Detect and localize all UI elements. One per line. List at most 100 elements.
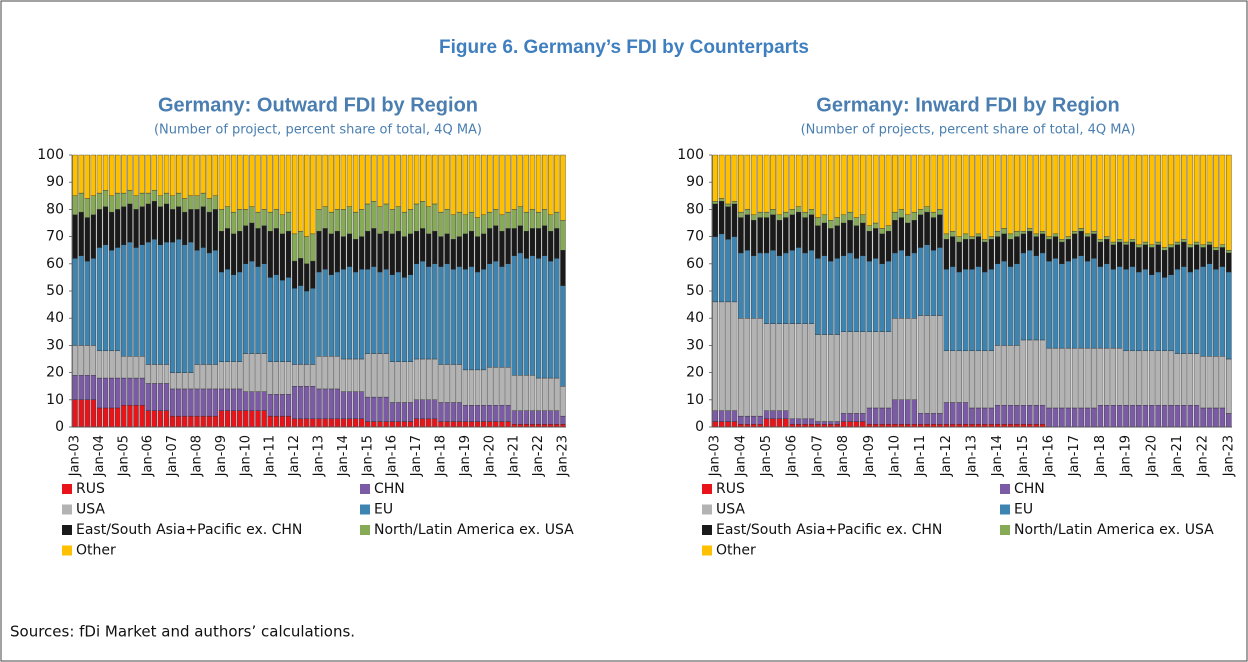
bar-segment <box>885 230 892 262</box>
bar-segment <box>200 415 206 428</box>
bar-segment <box>517 154 523 207</box>
bar-segment <box>1206 407 1213 428</box>
bar-segment <box>432 399 438 420</box>
bar-segment <box>1084 236 1091 262</box>
bar-segment <box>988 236 995 240</box>
bar-segment <box>847 331 853 414</box>
bar-segment <box>718 421 725 428</box>
bar-segment <box>1052 258 1059 349</box>
bar-segment <box>776 214 783 221</box>
bar-segment <box>176 239 182 373</box>
bar-segment <box>78 154 84 194</box>
bar-segment <box>377 421 383 428</box>
bar-segment <box>194 250 200 365</box>
y-tick-label: 60 <box>686 256 704 272</box>
x-tick-label: Jan-06 <box>141 435 156 477</box>
bar-segment <box>1136 244 1142 248</box>
legend-label: Other <box>716 543 756 559</box>
bar-segment <box>1046 154 1052 237</box>
bar-segment <box>224 269 231 362</box>
bar-segment <box>493 405 499 422</box>
bar-segment <box>1110 269 1117 349</box>
legend-label: Other <box>76 543 116 559</box>
bar-segment <box>523 154 530 213</box>
bar-segment <box>949 350 956 403</box>
bar-segment <box>725 203 731 207</box>
bar-segment <box>879 263 885 332</box>
bar-segment <box>322 388 328 420</box>
bar-segment <box>401 402 408 422</box>
bar-segment <box>176 415 182 428</box>
bar-segment <box>121 244 127 357</box>
bar-segment <box>789 323 796 420</box>
bar-segment <box>493 209 499 226</box>
bar-segment <box>827 228 834 262</box>
bar-segment <box>962 402 969 425</box>
bar-segment <box>102 350 109 379</box>
bar-segment <box>450 402 456 422</box>
bar-segment <box>285 230 292 278</box>
bar-segment <box>994 405 1001 425</box>
bar-segment <box>529 154 536 210</box>
bar-segment <box>139 244 145 357</box>
bar-segment <box>90 345 97 376</box>
bar-segment <box>279 233 286 281</box>
legend-swatch <box>360 504 370 515</box>
bar-segment <box>738 217 744 254</box>
x-tick-label: Jan-10 <box>238 435 253 477</box>
bar-segment <box>1097 239 1104 243</box>
bar-segment <box>157 195 164 207</box>
x-tick-label: Jan-13 <box>965 435 980 477</box>
bar-segment <box>298 285 304 365</box>
bar-segment <box>359 391 365 420</box>
bar-segment <box>1104 405 1110 428</box>
bar-segment <box>127 203 133 243</box>
legend-label: East/South Asia+Pacific ex. CHN <box>76 522 302 538</box>
bar-segment <box>802 323 808 420</box>
x-tick-label: Jan-14 <box>990 435 1005 477</box>
bar-segment <box>224 361 231 390</box>
bar-segment <box>712 301 719 411</box>
bar-segment <box>975 350 982 409</box>
x-tick-label: Jan-15 <box>360 435 375 477</box>
bar-segment <box>815 258 821 335</box>
bar-segment <box>352 154 359 213</box>
bar-segment <box>505 154 511 213</box>
bar-segment <box>487 405 493 422</box>
bar-segment <box>230 154 237 213</box>
bar-segment <box>898 217 905 251</box>
bar-segment <box>1033 236 1040 256</box>
bar-segment <box>200 247 206 365</box>
bar-segment <box>115 154 121 194</box>
bar-segment <box>962 269 969 352</box>
bar-segment <box>127 241 133 357</box>
bar-segment <box>783 418 789 428</box>
bar-segment <box>1078 230 1084 256</box>
bar-segment <box>480 405 487 422</box>
bar-segment <box>1097 266 1104 349</box>
bar-segment <box>827 220 834 229</box>
bar-segment <box>517 410 523 425</box>
bar-segment <box>802 217 808 254</box>
bar-segment <box>316 418 322 428</box>
bar-segment <box>725 154 731 205</box>
bar-segment <box>853 421 860 428</box>
bar-segment <box>432 263 438 360</box>
bar-segment <box>261 410 267 428</box>
bar-segment <box>1129 154 1136 240</box>
bar-segment <box>795 247 802 324</box>
bar-segment <box>298 154 304 232</box>
bar-segment <box>328 388 334 420</box>
bar-segment <box>1020 339 1027 406</box>
y-tick-label: 0 <box>55 419 64 435</box>
bar-segment <box>176 192 182 207</box>
bar-segment <box>924 206 930 213</box>
bar-segment <box>78 211 84 256</box>
bar-segment <box>365 353 371 398</box>
bar-segment <box>725 421 731 428</box>
bar-segment <box>943 239 950 270</box>
bar-segment <box>133 195 139 210</box>
bar-segment <box>808 250 815 324</box>
bar-segment <box>541 410 548 425</box>
bar-segment <box>1039 233 1046 254</box>
